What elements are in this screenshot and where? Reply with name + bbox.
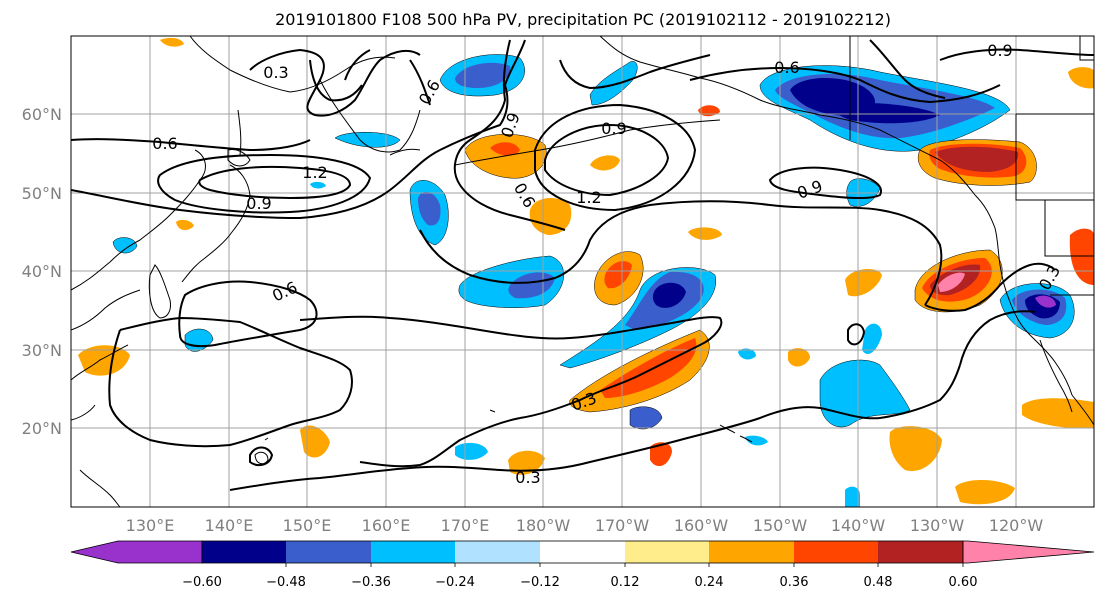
lon-label: 160°E <box>362 516 411 535</box>
lon-label: 180°W <box>516 516 571 535</box>
blob-120e-40n-negative <box>112 237 138 254</box>
lat-label: 40°N <box>22 262 62 281</box>
colorbar-labels: −0.60 −0.48 −0.36 −0.24 −0.12 0.12 0.24 … <box>182 575 977 590</box>
blob-tropical-east-negative <box>738 323 911 428</box>
blob-top-left-positive <box>160 37 184 47</box>
coastlines <box>71 36 1094 507</box>
pv-contours <box>71 39 1094 491</box>
blob-california-negative <box>999 283 1075 339</box>
contour-label-14: 0.3 <box>515 468 540 487</box>
lon-label: 130°E <box>126 516 175 535</box>
blob-tropical-positive-1 <box>788 348 810 367</box>
blob-kamchatka-negative <box>310 181 326 189</box>
colorbar-segment <box>70 540 203 564</box>
blob-central-pacific-negative <box>559 267 717 369</box>
blob-170w-40n-positive <box>594 251 644 306</box>
lon-label: 120°W <box>989 516 1044 535</box>
colorbar-segment <box>625 541 709 563</box>
graticule <box>71 36 1094 507</box>
blob-tropical-positive-3 <box>508 450 545 475</box>
lon-label: 170°W <box>595 516 650 535</box>
contour-label-2: 0.6 <box>152 134 177 153</box>
contour-label-9: 1.2 <box>576 188 601 207</box>
blob-tropical-positive-7 <box>955 479 1015 505</box>
contour-label-8: 0.9 <box>987 41 1012 60</box>
colorbar-label: 0.12 <box>611 575 640 590</box>
contour-label-4: 0.9 <box>246 194 271 213</box>
colorbar-segment <box>540 541 625 563</box>
lon-label: 140°E <box>205 516 254 535</box>
lon-label: 150°W <box>753 516 808 535</box>
colorbar-segments <box>70 540 1095 564</box>
colorbar-ticks <box>285 563 964 567</box>
colorbar-segment <box>202 541 286 563</box>
lon-label: 150°E <box>283 516 332 535</box>
blob-170w-positive <box>590 155 620 171</box>
lon-label: 170°E <box>441 516 490 535</box>
colorbar-segment <box>371 541 455 563</box>
blob-160w-43n-positive <box>688 227 722 240</box>
colorbar-label: 0.36 <box>780 575 809 590</box>
blob-bc-positive <box>917 139 1037 186</box>
map-area: 0.3 0.6 1.2 0.9 0.9 0.6 0.9 0.9 1.2 0.6 … <box>71 36 1094 507</box>
contour-label-1: 0.3 <box>263 63 288 82</box>
colorbar-segment <box>794 541 878 563</box>
colorbar-label: 0.24 <box>695 575 724 590</box>
shading-layer <box>78 37 1094 507</box>
colorbar-label: −0.36 <box>351 575 391 590</box>
colorbar-segment <box>962 540 1095 564</box>
lat-label: 20°N <box>22 419 62 438</box>
blob-bering-small-negative <box>589 61 638 106</box>
blob-top-right-positive <box>1068 67 1094 89</box>
contour-label-7: 0.9 <box>601 119 626 138</box>
colorbar-label: 0.60 <box>949 575 978 590</box>
latitude-labels: 60°N 50°N 40°N 30°N 20°N <box>22 105 62 438</box>
colorbar-segment <box>878 541 963 563</box>
colorbar-label: −0.24 <box>435 575 475 590</box>
blob-120e-30n-positive <box>78 345 130 376</box>
map-frame <box>70 35 1095 508</box>
contour-label-10: 0.6 <box>774 58 799 77</box>
blob-kuril-negative <box>334 131 401 148</box>
colorbar: −0.60 −0.48 −0.36 −0.24 −0.12 0.12 0.24 … <box>70 540 1095 590</box>
colorbar-segment <box>709 541 794 563</box>
blob-japan-east-negative <box>409 180 449 246</box>
blob-tropical-positive-4 <box>650 442 672 467</box>
colorbar-segment <box>455 541 540 563</box>
lon-label: 140°W <box>831 516 886 535</box>
lat-label: 50°N <box>22 184 62 203</box>
contour-label-3: 1.2 <box>302 163 327 182</box>
blob-japan-sea-positive <box>176 219 194 231</box>
lon-label: 130°W <box>910 516 965 535</box>
colorbar-label: −0.60 <box>182 575 222 590</box>
lat-label: 60°N <box>22 105 62 124</box>
colorbar-label: 0.48 <box>864 575 893 590</box>
longitude-labels: 130°E 140°E 150°E 160°E 170°E 180°W 170°… <box>126 516 1044 535</box>
colorbar-outline <box>201 540 964 564</box>
blob-tropical-negative-3 <box>455 442 488 460</box>
colorbar-label: −0.12 <box>520 575 560 590</box>
colorbar-label: −0.48 <box>266 575 306 590</box>
blob-tropical-positive-5 <box>889 426 942 472</box>
lon-label: 160°W <box>674 516 729 535</box>
blob-tropical-positive-6 <box>1022 398 1094 429</box>
blob-150w-38n-positive <box>845 268 882 297</box>
blob-tropical-negative-5 <box>845 486 860 507</box>
colorbar-segment <box>286 541 371 563</box>
blob-alaska-negative <box>759 65 1011 152</box>
blob-tropical-negative-4 <box>745 435 768 446</box>
lat-label: 30°N <box>22 341 62 360</box>
map-title: 2019101800 F108 500 hPa PV, precipitatio… <box>275 10 891 29</box>
